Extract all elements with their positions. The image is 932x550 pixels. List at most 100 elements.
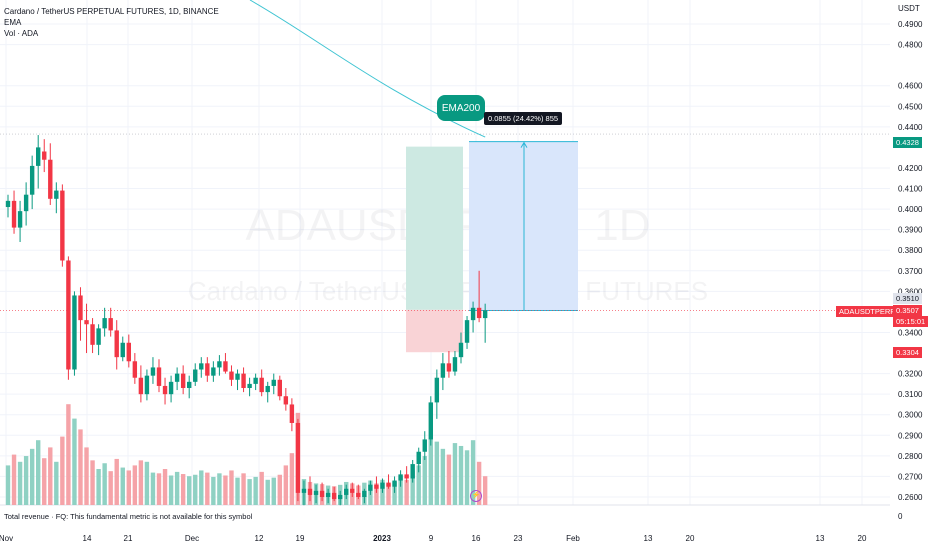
candle-body <box>362 490 367 497</box>
chart-legend: Cardano / TetherUS PERPETUAL FUTURES, 1D… <box>4 6 219 39</box>
volume-bar <box>180 474 186 505</box>
volume-bar <box>223 475 228 505</box>
candle-body <box>289 404 295 423</box>
candle-body <box>199 363 204 370</box>
candle-body <box>72 295 77 370</box>
time-tick-label: Feb <box>566 534 580 543</box>
candle-body <box>464 320 470 343</box>
volume-bar <box>277 474 282 505</box>
candle-body <box>223 361 228 372</box>
candle-body <box>84 320 89 325</box>
candle-body <box>241 373 246 389</box>
volume-bar <box>476 461 482 505</box>
candle-body <box>126 342 131 362</box>
volume-zero-label: 0 <box>898 512 903 521</box>
volume-bar <box>150 472 156 505</box>
price-tick-label: 0.4800 <box>898 41 923 50</box>
candle-body <box>102 318 107 329</box>
volume-bar <box>96 469 101 505</box>
candle-body <box>48 159 53 199</box>
time-tick-label: 20 <box>858 534 867 543</box>
price-tick-label: 0.4900 <box>898 20 923 29</box>
volume-bar <box>132 465 138 505</box>
volume-bar <box>446 454 452 505</box>
candle-body <box>23 194 29 212</box>
candle-body <box>162 385 168 395</box>
lightning-icon[interactable]: ⚡ <box>470 490 482 502</box>
stop-price-badge: 0.3304 <box>893 347 922 358</box>
candle-body <box>404 474 409 479</box>
candle-body <box>344 488 349 495</box>
volume-bar <box>259 471 264 505</box>
volume-bar <box>72 418 77 505</box>
volume-bar <box>434 441 440 505</box>
volume-bars <box>5 404 488 505</box>
candle-body <box>398 474 403 481</box>
volume-bar <box>42 458 47 505</box>
volume-bar <box>23 456 29 505</box>
price-tick-label: 0.2800 <box>898 452 923 461</box>
volume-bar <box>283 465 289 505</box>
candle-body <box>482 310 488 319</box>
price-tick-label: 0.3600 <box>898 287 923 296</box>
candle-body <box>29 165 35 195</box>
volume-bar <box>422 456 427 505</box>
currency-label[interactable]: USDT <box>898 4 920 13</box>
volume-bar <box>416 465 421 505</box>
candle-body <box>180 373 186 389</box>
volume-bar <box>440 448 446 505</box>
candle-body <box>446 363 452 372</box>
candle-body <box>90 324 95 345</box>
time-tick-label: 21 <box>124 534 133 543</box>
volume-bar <box>458 445 464 505</box>
candle-body <box>66 260 71 370</box>
candle-body <box>187 381 192 389</box>
candle-body <box>386 482 391 487</box>
profit-zone <box>406 146 463 310</box>
indicator-volume[interactable]: Vol · ADA <box>4 29 39 38</box>
candle-body <box>259 377 264 393</box>
volume-bar <box>168 475 174 505</box>
indicator-ema[interactable]: EMA <box>4 18 22 27</box>
candle-body <box>174 373 180 382</box>
volume-bar <box>78 429 83 505</box>
candle-body <box>60 190 65 261</box>
candle-body <box>319 490 325 497</box>
price-tick-label: 0.3400 <box>898 328 923 337</box>
entry-price-badge: 0.3510 <box>893 293 922 304</box>
candle-body <box>114 330 119 358</box>
symbol-price-tag: ADAUSDTPERP <box>836 306 899 317</box>
volume-bar <box>253 476 258 505</box>
volume-bar <box>138 460 144 505</box>
time-tick-label: 13 <box>816 534 825 543</box>
volume-bar <box>386 484 391 505</box>
candle-body <box>193 369 198 382</box>
candle-body <box>380 482 385 489</box>
candle-body <box>452 357 458 372</box>
candle-body <box>5 200 11 208</box>
price-tick-label: 0.3200 <box>898 370 923 379</box>
symbol-title[interactable]: Cardano / TetherUS PERPETUAL FUTURES, 1D… <box>4 7 219 16</box>
volume-bar <box>428 438 433 505</box>
volume-bar <box>235 477 240 505</box>
volume-bar <box>48 447 53 505</box>
price-tick-label: 0.3900 <box>898 226 923 235</box>
price-tick-label: 0.4500 <box>898 102 923 111</box>
candle-body <box>470 307 476 321</box>
candle-body <box>36 147 41 166</box>
candle-body <box>271 379 276 386</box>
price-tick-label: 0.4200 <box>898 164 923 173</box>
volume-bar <box>464 450 470 505</box>
volume-bar <box>66 404 71 505</box>
candle-body <box>350 488 355 493</box>
measure-tooltip: 0.0855 (24.42%) 855 <box>484 112 563 125</box>
candle-body <box>144 375 150 395</box>
volume-bar <box>398 476 403 505</box>
volume-bar <box>241 473 246 505</box>
candlestick-series <box>5 135 488 506</box>
candle-body <box>78 295 83 321</box>
volume-bar <box>217 473 222 505</box>
ema200-callout[interactable]: EMA200 <box>437 95 485 121</box>
candle-body <box>247 383 252 389</box>
